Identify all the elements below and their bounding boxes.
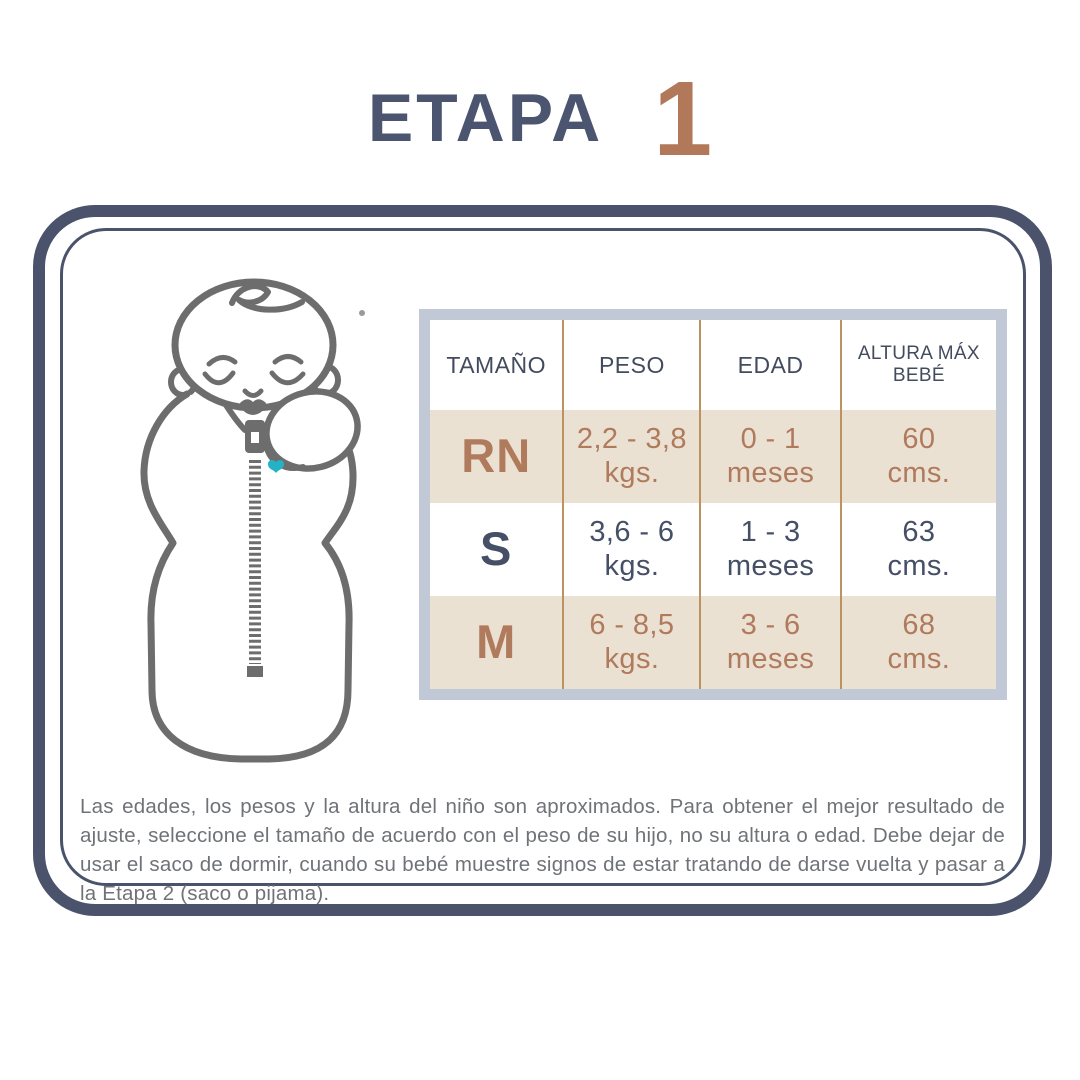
size-table: TAMAÑO PESO EDAD ALTURA MÁX BEBÉ RN 2,2 …: [419, 309, 1007, 700]
title-stage-number: 1: [653, 60, 713, 178]
footnote-text: Las edades, los pesos y la altura del ni…: [80, 795, 1005, 905]
row-m-size-cell: M: [430, 596, 563, 689]
row-s-edad-value: 1 - 3: [740, 516, 801, 549]
row-rn-peso-cell: 2,2 - 3,8 kgs.: [562, 410, 700, 503]
title-word: ETAPA: [367, 80, 604, 156]
size-table-grid: TAMAÑO PESO EDAD ALTURA MÁX BEBÉ RN 2,2 …: [430, 320, 996, 689]
row-s-altura-cell: 63 cms.: [839, 503, 996, 596]
baby-brow-left: [206, 355, 238, 367]
row-s-peso-unit: kgs.: [604, 549, 660, 582]
page-title: ETAPA 1: [0, 52, 1080, 172]
row-rn-altura-value: 60: [902, 423, 936, 456]
row-m-edad-value: 3 - 6: [740, 609, 801, 642]
row-rn-edad-unit: meses: [726, 456, 815, 489]
swaddle-body-outline: [140, 390, 357, 763]
header-cell-tamano: TAMAÑO: [430, 320, 563, 410]
baby-nose: [242, 388, 264, 398]
header-cell-peso: PESO: [562, 320, 700, 410]
row-rn-altura-unit: cms.: [887, 456, 951, 489]
row-rn-edad-value: 0 - 1: [740, 423, 801, 456]
outer-frame: [33, 205, 1052, 916]
row-s-altura-value: 63: [902, 516, 936, 549]
inner-frame: [60, 228, 1026, 886]
row-s-peso-value: 3,6 - 6: [589, 516, 675, 549]
zipper-pull-hole: [251, 432, 259, 443]
row-m-peso-unit: kgs.: [604, 642, 660, 675]
row-s-edad-cell: 1 - 3 meses: [699, 503, 840, 596]
baby-brow-right: [272, 354, 304, 365]
row-rn-peso-unit: kgs.: [604, 456, 660, 489]
row-m-edad-cell: 3 - 6 meses: [699, 596, 840, 689]
hair-curl: [229, 283, 305, 313]
baby-mitt: [263, 388, 361, 472]
row-s-peso-cell: 3,6 - 6 kgs.: [562, 503, 700, 596]
row-rn-altura-cell: 60 cms.: [839, 410, 996, 503]
baby-mouth: [240, 399, 266, 415]
row-m-peso-cell: 6 - 8,5 kgs.: [562, 596, 700, 689]
row-m-altura-cell: 68 cms.: [839, 596, 996, 689]
row-s-size-cell: S: [430, 503, 563, 596]
collar-line: [223, 402, 248, 433]
baby-eye-left: [202, 370, 236, 386]
heart-logo-icon: [268, 460, 284, 473]
row-m-peso-value: 6 - 8,5: [589, 609, 675, 642]
row-s-altura-unit: cms.: [887, 549, 951, 582]
row-rn-edad-cell: 0 - 1 meses: [699, 410, 840, 503]
row-rn-peso-value: 2,2 - 3,8: [576, 423, 687, 456]
row-m-altura-value: 68: [902, 609, 936, 642]
row-rn-size-cell: RN: [430, 410, 563, 503]
baby-eye-right: [269, 370, 306, 386]
row-s-edad-unit: meses: [726, 549, 815, 582]
swaddled-baby-illustration: [140, 278, 365, 763]
header-cell-edad: EDAD: [699, 320, 840, 410]
dot-speck: [359, 310, 365, 316]
zipper-stop: [247, 666, 263, 677]
row-m-altura-unit: cms.: [887, 642, 951, 675]
header-cell-altura: ALTURA MÁX BEBÉ: [839, 320, 996, 410]
row-m-edad-unit: meses: [726, 642, 815, 675]
